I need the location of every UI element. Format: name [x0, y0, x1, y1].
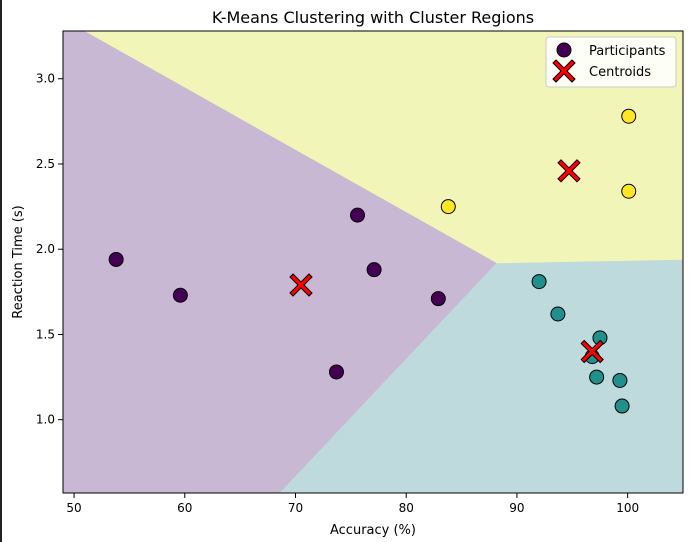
- participant-point: [621, 183, 637, 199]
- participant-point: [440, 199, 456, 215]
- participant-point: [621, 108, 637, 124]
- legend-centroids-label: Centroids: [589, 65, 651, 80]
- legend-participants-marker: [556, 42, 572, 58]
- centroid-marker: [289, 273, 313, 297]
- y-tick-label: 2.0: [36, 242, 55, 256]
- x-axis-ticks: 50 60 70 80 90 100: [66, 493, 639, 515]
- y-tick-label: 1.5: [36, 327, 55, 341]
- x-tick-label: 70: [288, 501, 303, 515]
- x-tick-label: 90: [509, 501, 524, 515]
- y-tick-label: 1.0: [36, 413, 55, 427]
- x-tick-label: 60: [177, 501, 192, 515]
- participant-point: [612, 372, 628, 388]
- participant-point: [614, 398, 630, 414]
- participant-point: [430, 291, 446, 307]
- legend-box: [545, 36, 677, 88]
- y-axis-ticks: 1.0 1.5 2.0 2.5 3.0: [36, 72, 63, 427]
- participant-point: [172, 287, 188, 303]
- participant-point: [328, 364, 344, 380]
- participant-point: [550, 306, 566, 322]
- participant-point: [366, 262, 382, 278]
- centroid-markers: [289, 159, 604, 364]
- centroid-marker: [557, 159, 581, 183]
- y-tick-label: 3.0: [36, 72, 55, 86]
- participant-point: [108, 251, 124, 267]
- x-tick-label: 80: [399, 501, 414, 515]
- participant-point: [350, 207, 365, 223]
- participant-point: [531, 274, 547, 290]
- x-tick-label: 50: [66, 501, 81, 515]
- y-axis-label: Reaction Time (s): [11, 205, 26, 318]
- x-tick-label: 100: [616, 501, 639, 515]
- x-axis-label: Accuracy (%): [330, 523, 416, 538]
- cluster-region-2: [84, 31, 683, 264]
- y-tick-label: 2.5: [36, 157, 55, 171]
- legend-centroids-marker: [552, 59, 576, 83]
- participant-point: [589, 369, 605, 385]
- legend-participants-label: Participants: [589, 44, 666, 59]
- legend: Participants Centroids: [545, 36, 677, 88]
- window-left-edge: [0, 0, 2, 542]
- cluster-regions: [63, 31, 683, 493]
- centroid-marker: [580, 339, 604, 364]
- plot-frame: [62, 30, 684, 494]
- chart-title: K-Means Clustering with Cluster Regions: [212, 8, 534, 27]
